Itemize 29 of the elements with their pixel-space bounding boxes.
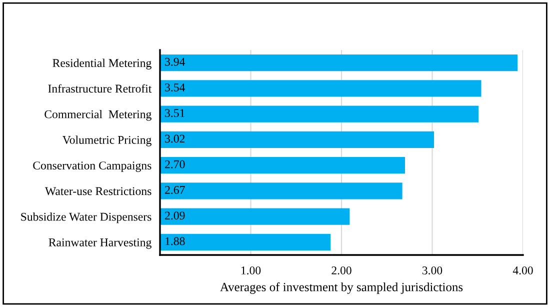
y-tick-label: Residential Metering — [52, 58, 152, 70]
data-label: 3.94 — [165, 58, 186, 66]
bar — [160, 131, 434, 148]
bar — [160, 208, 350, 225]
x-tick-label: 4.00 — [512, 266, 533, 274]
data-label: 1.88 — [166, 237, 185, 246]
data-label: 3.02 — [165, 134, 185, 143]
data-label: 2.70 — [165, 160, 185, 168]
y-tick-label: Water-use Restrictions — [45, 187, 152, 196]
bar — [160, 80, 482, 97]
data-label: 3.51 — [165, 109, 184, 118]
data-label: 3.54 — [165, 83, 186, 92]
bar — [160, 234, 331, 251]
data-label: 2.09 — [165, 212, 185, 220]
y-tick-label: Volumetric Pricing — [62, 136, 152, 146]
x-tick-label: 2.00 — [332, 266, 352, 274]
bar — [160, 182, 402, 200]
bar — [160, 54, 518, 72]
bar — [160, 156, 406, 174]
y-tick-label: Subsidize Water Dispensers — [21, 212, 152, 224]
y-tick-label: Commercial Metering — [44, 110, 152, 121]
y-tick-label: Rainwater Harvesting — [48, 238, 152, 249]
x-tick-label: 1.00 — [241, 266, 261, 274]
y-tick-label: Infrastructure Retrofit — [48, 84, 152, 93]
bar — [160, 106, 479, 122]
y-tick-label: Conservation Campaigns — [33, 162, 152, 172]
x-tick-label: 3.00 — [422, 266, 442, 274]
x-axis-title: Averages of investment by sampled jurisdictions — [220, 282, 463, 294]
data-label: 2.67 — [165, 186, 185, 194]
